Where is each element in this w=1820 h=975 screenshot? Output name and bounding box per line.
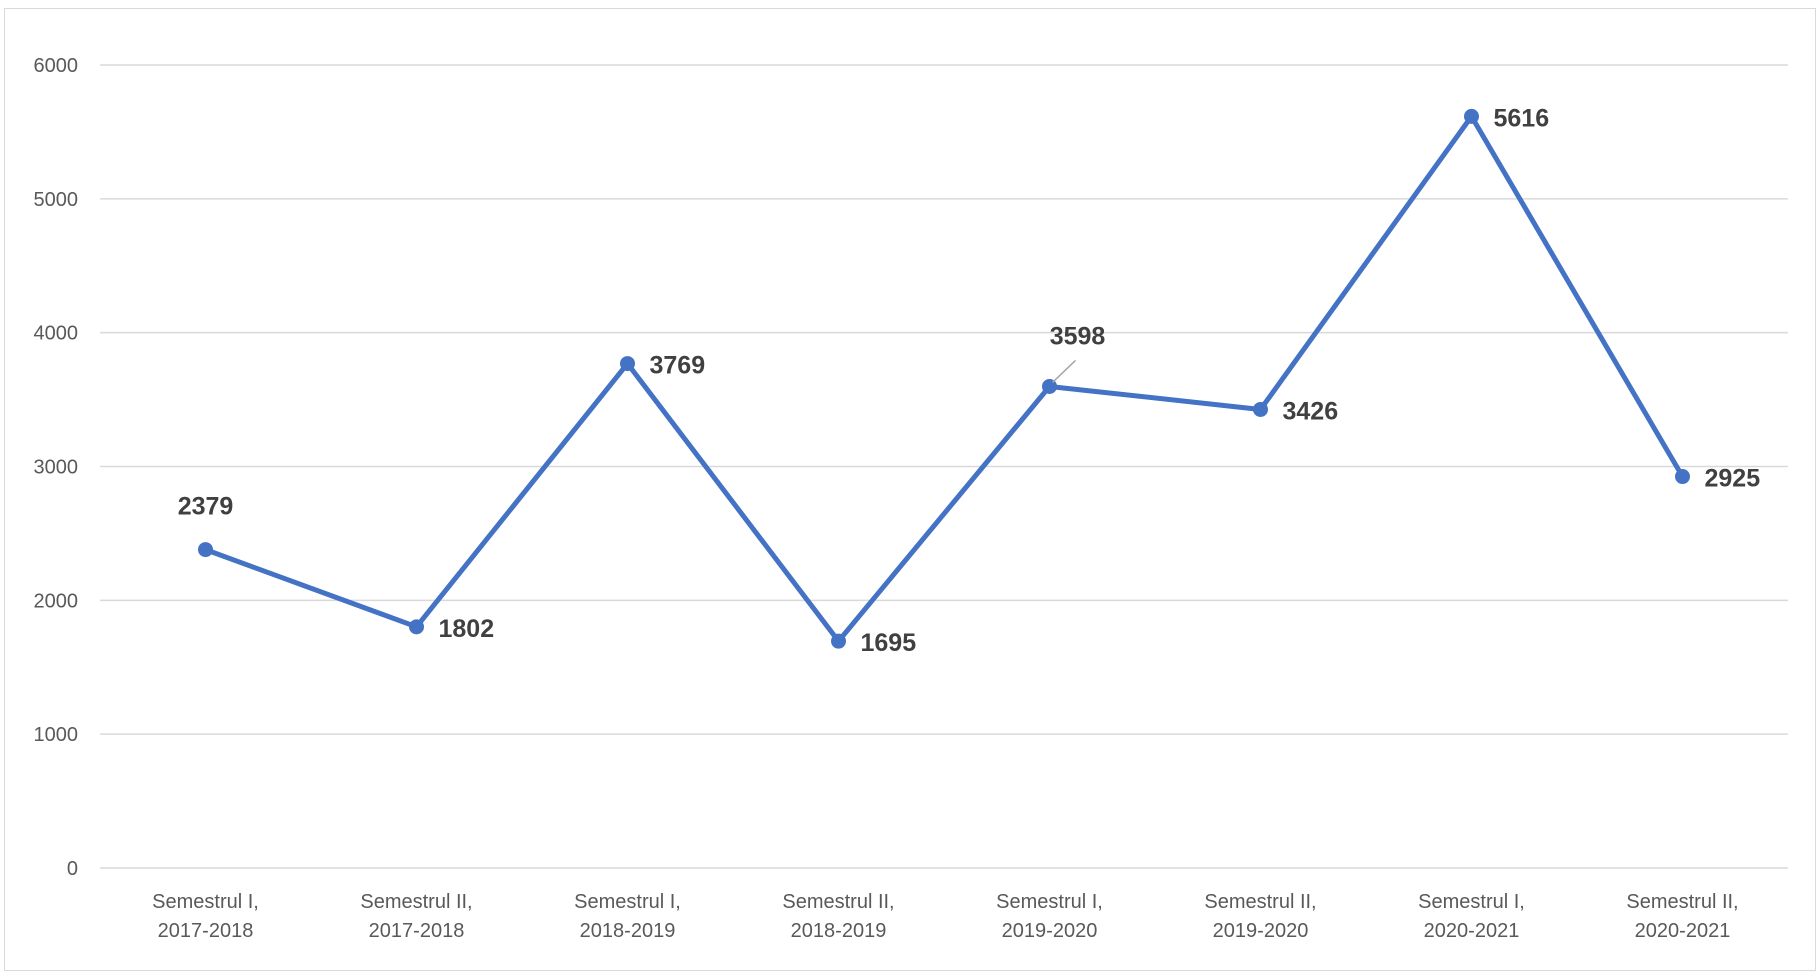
x-tick-label: 2018-2019 (791, 920, 887, 942)
x-tick-label: 2017-2018 (369, 920, 465, 942)
x-tick-label: 2020-2021 (1635, 920, 1731, 942)
data-point (409, 619, 424, 635)
x-tick-label: 2020-2021 (1424, 920, 1520, 942)
data-label: 3769 (650, 352, 706, 380)
data-label: 1802 (439, 615, 495, 643)
data-label-leader (1051, 359, 1077, 384)
data-point (1464, 108, 1479, 124)
data-point (198, 542, 213, 558)
x-tick-label: Semestrul I, (1418, 891, 1525, 913)
x-tick-label: Semestrul II, (360, 891, 472, 913)
x-tick-label: Semestrul I, (152, 891, 259, 913)
chart-frame (4, 8, 1816, 971)
data-point (1675, 469, 1690, 485)
data-label: 3426 (1283, 397, 1339, 425)
y-tick-label: 6000 (34, 55, 79, 77)
y-tick-label: 2000 (34, 590, 79, 612)
data-label: 2925 (1705, 465, 1761, 493)
y-tick-label: 3000 (34, 457, 79, 479)
x-tick-label: 2017-2018 (158, 920, 254, 942)
series-layer (198, 108, 1690, 649)
data-label: 2379 (178, 493, 234, 521)
x-tick-label: Semestrul II, (782, 891, 894, 913)
x-tick-label: 2019-2020 (1002, 920, 1098, 942)
y-tick-label: 0 (67, 858, 78, 880)
data-point (831, 633, 846, 649)
x-tick-label: Semestrul I, (996, 891, 1103, 913)
x-axis-ticks: Semestrul I, 2017-2018 Semestrul II, 2017-2… (152, 891, 1738, 942)
x-tick-label: Semestrul II, (1204, 891, 1316, 913)
y-tick-label: 4000 (34, 323, 79, 345)
series-line (203, 113, 1685, 644)
gridlines (100, 64, 1788, 869)
data-labels: 2379 1802 3769 1695 3598 3426 5616 2925 (178, 104, 1761, 657)
x-tick-label: Semestrul I, (574, 891, 681, 913)
data-label: 3598 (1050, 322, 1106, 350)
x-tick-label: 2018-2019 (580, 920, 676, 942)
y-tick-label: 5000 (34, 189, 79, 211)
data-label: 1695 (861, 629, 917, 657)
data-label: 5616 (1494, 104, 1550, 132)
data-point (620, 356, 635, 372)
y-tick-label: 1000 (34, 724, 79, 746)
x-tick-label: Semestrul II, (1626, 891, 1738, 913)
x-tick-label: 2019-2020 (1213, 920, 1309, 942)
data-point (1253, 401, 1268, 417)
y-axis-ticks: 0 1000 2000 3000 4000 5000 6000 (34, 55, 79, 880)
